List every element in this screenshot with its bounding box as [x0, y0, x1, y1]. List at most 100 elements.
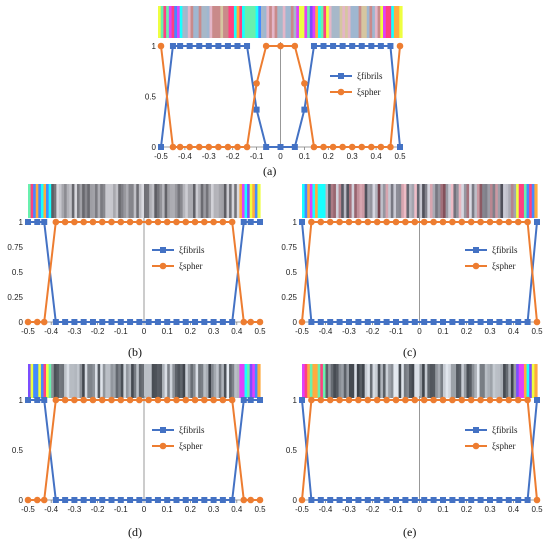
data-point: [355, 218, 362, 226]
x-tick-label: 0.3: [484, 505, 496, 514]
data-point: [317, 497, 324, 503]
data-point: [533, 318, 541, 326]
data-point: [192, 497, 199, 503]
legend-label: ξfibrils: [357, 71, 383, 81]
data-point: [505, 218, 513, 226]
micrograph-column: [229, 364, 233, 398]
data-point: [34, 219, 41, 225]
y-tick-label: 0.75: [7, 243, 23, 252]
data-point: [186, 143, 193, 151]
data-point: [108, 396, 115, 404]
micrograph-column: [518, 184, 522, 218]
data-point: [191, 218, 199, 226]
data-point: [117, 218, 125, 226]
micrograph-column: [375, 364, 379, 398]
micrograph-column: [510, 184, 515, 218]
micrograph-column: [252, 6, 257, 38]
micrograph-column: [76, 184, 81, 218]
micrograph-column: [192, 364, 197, 398]
micrograph-column: [123, 184, 127, 218]
legend-label: ξfibrils: [179, 245, 205, 255]
micrograph-column: [474, 364, 478, 398]
micrograph-column: [125, 364, 130, 398]
x-tick-label: 0.2: [461, 505, 473, 514]
data-point: [240, 397, 247, 403]
micrograph-column: [144, 364, 148, 398]
data-point: [61, 396, 69, 404]
micrograph-column: [401, 184, 405, 218]
data-point: [299, 397, 305, 403]
data-point: [136, 497, 143, 503]
data-point: [182, 319, 189, 325]
data-point: [368, 43, 375, 49]
micrograph-column: [254, 364, 259, 398]
micrograph-column: [141, 184, 145, 218]
data-point: [117, 497, 124, 503]
data-point: [163, 396, 171, 404]
data-point: [310, 143, 318, 151]
data-point: [430, 319, 437, 325]
micrograph-column: [84, 184, 88, 218]
micrograph-column: [193, 6, 197, 38]
data-point: [201, 497, 208, 503]
data-point: [157, 42, 165, 50]
micrograph-column: [393, 364, 397, 398]
micrograph-column: [115, 364, 119, 398]
legend-marker: [159, 262, 167, 270]
micrograph-column: [377, 184, 381, 218]
data-point: [257, 219, 263, 225]
data-point: [224, 143, 232, 151]
micrograph-column: [182, 184, 186, 218]
micrograph-column: [217, 6, 221, 38]
micrograph-column: [133, 184, 137, 218]
data-point: [458, 319, 465, 325]
micrograph-column: [206, 6, 211, 38]
data-point: [154, 319, 161, 325]
micrograph-column: [510, 364, 515, 398]
data-point: [534, 397, 540, 403]
micrograph-column: [167, 184, 171, 218]
micrograph-column: [484, 364, 488, 398]
data-point: [52, 497, 59, 503]
data-point: [126, 396, 134, 404]
data-point: [392, 396, 400, 404]
data-point: [33, 318, 41, 326]
micrograph-column: [236, 6, 240, 38]
data-point: [210, 497, 217, 503]
micrograph-column: [190, 6, 194, 38]
x-tick-label: -0.3: [68, 505, 82, 514]
x-tick-label: 0.1: [299, 152, 311, 161]
x-tick-label: -0.2: [366, 505, 380, 514]
data-point: [40, 318, 48, 326]
data-point: [256, 496, 264, 504]
micrograph-column: [166, 6, 170, 38]
micrograph-column: [187, 6, 192, 38]
micrograph-column: [320, 6, 324, 38]
micrograph-column: [247, 6, 251, 38]
y-tick-label: 0: [293, 318, 298, 327]
x-tick-label: -0.4: [319, 327, 333, 336]
micrograph-column: [141, 364, 145, 398]
x-tick-label: -0.3: [342, 327, 356, 336]
micrograph-column: [317, 184, 321, 218]
micrograph-column: [529, 364, 533, 398]
micrograph-column: [35, 184, 39, 218]
micrograph-column: [233, 6, 238, 38]
micrograph-column: [304, 184, 308, 218]
data-point: [377, 143, 385, 151]
micrograph-column: [288, 6, 292, 38]
micrograph-column: [497, 184, 502, 218]
data-point: [420, 218, 428, 226]
data-point: [421, 497, 428, 503]
micrograph-column: [317, 6, 322, 38]
micrograph-column: [361, 6, 365, 38]
data-point: [173, 319, 180, 325]
micrograph-column: [377, 6, 381, 38]
micrograph-column: [247, 184, 251, 218]
micrograph-column: [159, 184, 163, 218]
data-point: [291, 144, 298, 150]
data-point: [195, 143, 203, 151]
micrograph-column: [409, 184, 413, 218]
data-point: [468, 319, 475, 325]
micrograph-column: [347, 6, 352, 38]
